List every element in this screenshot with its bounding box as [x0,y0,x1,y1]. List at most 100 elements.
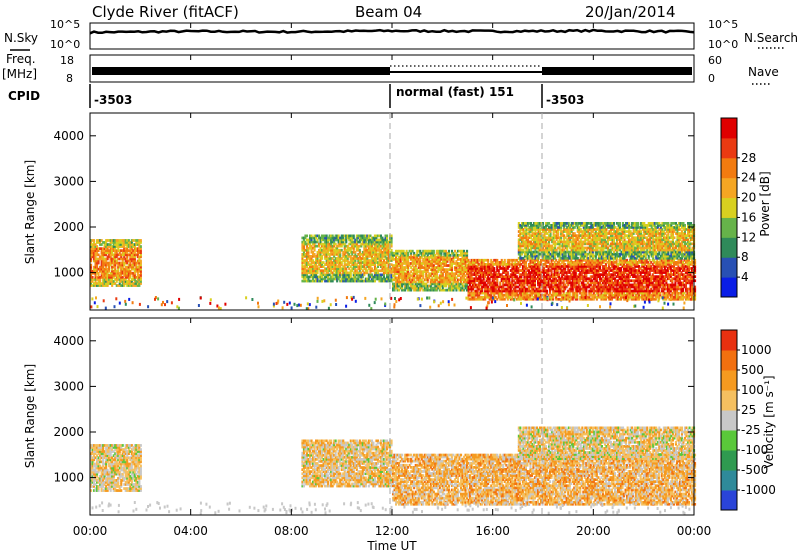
power-cell [591,297,594,301]
power-cell [102,282,105,285]
power-cell [677,287,680,291]
power-cell [636,285,639,289]
power-cell [386,273,389,277]
power-cell [370,244,373,248]
power-cell [589,289,592,293]
power-cell [662,263,665,266]
power-cell [411,272,414,276]
power-cell [487,295,490,299]
power-cell [615,283,618,287]
power-cell [624,279,627,283]
power-cell [118,245,121,248]
power-cell [337,265,340,268]
power-cell [555,297,558,301]
power-cell [582,281,585,285]
power-cell [617,275,620,278]
power-cell [414,268,417,271]
power-cell [469,279,472,283]
power-cell [636,289,639,293]
power-cell [373,279,376,283]
power-cell [364,242,367,246]
power-cell [447,272,450,276]
power-cell [620,285,623,289]
power-cell [364,250,367,254]
power-cell [139,249,142,252]
power-cell [438,282,441,286]
power-cell [540,275,543,278]
power-cell [558,281,561,285]
power-cell [476,273,479,276]
power-cell [375,234,378,238]
power-cell [313,248,316,252]
power-cell [390,250,393,254]
power-cell [466,260,469,263]
power-cell [577,277,580,281]
power-cell [662,265,665,268]
power-cell [334,250,337,254]
power-cell [360,244,363,248]
power-cell [478,258,481,262]
power-cell [398,272,401,276]
power-cell [473,281,476,285]
power-cell [600,297,603,301]
power-cell [452,276,455,280]
power-cell [659,293,662,297]
power-cell [467,263,470,266]
power-cell [659,261,662,264]
power-cell [106,280,109,283]
power-cell [488,283,491,287]
power-cell [112,274,115,277]
power-cell [665,279,668,283]
power-cell [381,242,384,246]
power-cell [609,281,612,285]
power-cell [305,234,308,238]
power-cell [386,236,389,240]
power-cell [111,249,114,252]
power-cell [476,258,479,262]
power-cell [672,289,675,293]
power-cell [520,287,523,291]
power-cell [473,279,476,283]
power-cell [583,289,586,293]
power-cell [378,275,381,279]
power-cell [358,250,361,254]
power-cell [309,246,312,250]
power-cell [411,280,414,284]
power-cell [648,279,651,283]
power-cell [93,241,96,244]
power-cell [571,287,574,291]
power-cell [333,240,336,244]
power-cell [126,259,129,263]
power-cell [422,251,425,255]
power-cell [639,291,642,295]
power-cell [656,281,659,285]
power-cell [309,275,312,279]
power-cell [598,293,601,297]
power-cell [466,272,469,276]
power-cell [674,297,677,301]
power-cell [434,268,437,271]
power-cell [367,236,370,240]
power-cell [461,288,464,292]
power-cell [527,273,530,276]
power-cell [138,243,141,246]
power-cell [429,274,432,278]
power-cell [440,256,443,259]
power-cell [355,271,358,275]
power-cell [138,278,141,281]
power-cell [370,255,373,258]
power-cell [392,286,395,290]
power-cell [97,284,100,287]
power-cell [490,283,493,287]
power-cell [600,273,603,276]
power-cell [106,247,109,250]
power-cell [518,293,521,297]
power-cell [354,242,357,246]
power-cell [482,295,485,299]
power-cell [642,279,645,283]
power-cell [381,277,384,281]
power-cell [121,265,124,269]
power-cell [396,282,399,286]
power-cell [641,275,644,278]
power-cell [111,265,114,269]
